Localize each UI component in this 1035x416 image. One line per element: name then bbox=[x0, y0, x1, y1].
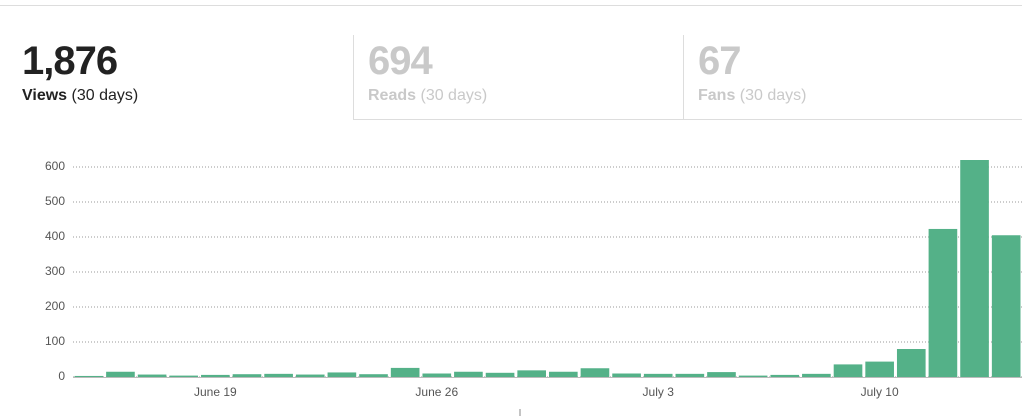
bar bbox=[612, 373, 641, 377]
bar bbox=[485, 372, 515, 377]
bar bbox=[865, 361, 894, 377]
y-tick-label: 200 bbox=[45, 299, 65, 313]
x-tick-label: July 10 bbox=[861, 385, 899, 399]
bar bbox=[928, 228, 958, 377]
bar bbox=[359, 374, 388, 377]
stat-name: Fans bbox=[698, 87, 736, 104]
divider bbox=[0, 5, 1022, 6]
bar bbox=[580, 368, 610, 377]
bar bbox=[201, 374, 230, 377]
bar bbox=[390, 367, 420, 377]
bar bbox=[896, 349, 926, 377]
stat-value: 1,876 bbox=[22, 39, 118, 83]
bar bbox=[232, 374, 262, 377]
stat-label: Fans (30 days) bbox=[698, 87, 807, 105]
stat-value: 67 bbox=[698, 39, 741, 83]
bar bbox=[833, 364, 863, 377]
bar bbox=[675, 373, 705, 377]
x-tick-label: June 19 bbox=[194, 385, 237, 399]
y-tick-label: 400 bbox=[45, 229, 65, 243]
bar bbox=[517, 370, 546, 377]
bar bbox=[264, 373, 293, 377]
stat-period: (30 days) bbox=[71, 87, 139, 104]
y-tick-label: 500 bbox=[45, 194, 65, 208]
stat-label: Reads (30 days) bbox=[368, 87, 487, 105]
stat-tab[interactable]: 694 Reads (30 days) bbox=[353, 35, 683, 120]
stat-name: Reads bbox=[368, 87, 417, 104]
stat-period: (30 days) bbox=[739, 87, 807, 104]
y-tick-label: 100 bbox=[45, 334, 65, 348]
bar bbox=[454, 371, 483, 377]
bar bbox=[549, 371, 578, 377]
x-tick-label: June 26 bbox=[415, 385, 458, 399]
stat-label: Views (30 days) bbox=[22, 87, 138, 105]
bar bbox=[802, 373, 831, 377]
y-tick-label: 0 bbox=[58, 369, 65, 383]
x-tick-label: July 3 bbox=[643, 385, 675, 399]
stat-value: 694 bbox=[368, 39, 433, 83]
bar bbox=[74, 375, 104, 377]
y-tick-label: 300 bbox=[45, 264, 65, 278]
bar bbox=[738, 375, 768, 377]
bar bbox=[106, 371, 135, 377]
bar bbox=[295, 374, 325, 377]
bar bbox=[327, 372, 357, 377]
stat-name: Views bbox=[22, 87, 68, 104]
bar bbox=[707, 372, 736, 377]
bar bbox=[770, 374, 800, 377]
bar bbox=[643, 373, 673, 377]
bar bbox=[991, 235, 1021, 377]
bar bbox=[960, 160, 989, 377]
bar bbox=[169, 375, 199, 377]
stat-period: (30 days) bbox=[420, 87, 488, 104]
y-tick-label: 600 bbox=[45, 159, 65, 173]
stat-tab[interactable]: 67 Fans (30 days) bbox=[683, 35, 1022, 120]
bar bbox=[422, 373, 452, 377]
bar bbox=[137, 374, 167, 377]
stat-tab[interactable]: 1,876 Views (30 days) bbox=[0, 35, 353, 120]
